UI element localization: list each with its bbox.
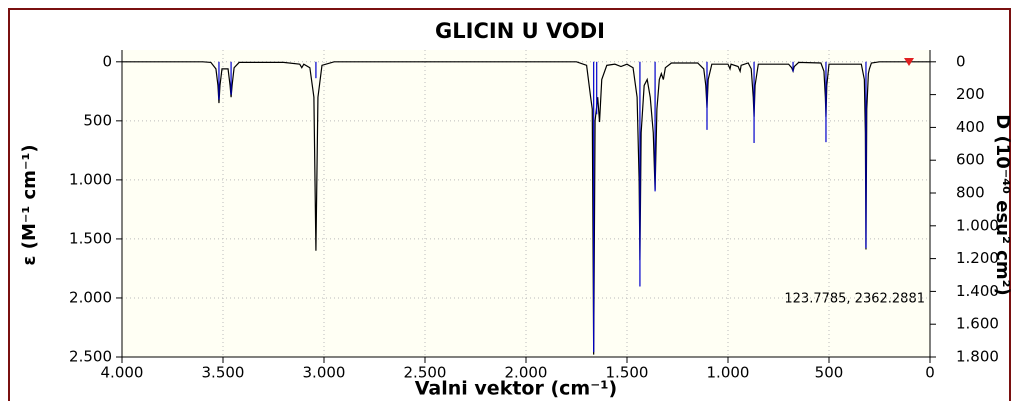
x-tick-label: 2.000 [505, 364, 548, 382]
y2-tick-label: 200 [956, 85, 985, 103]
y2-tick-label: 400 [956, 118, 985, 136]
plot-area [122, 50, 930, 357]
x-tick-label: 1.500 [606, 364, 649, 382]
y2-tick-label: 1.600 [956, 315, 999, 333]
y-tick-label: 0 [102, 52, 112, 70]
y2-tick-label: 1.000 [956, 216, 999, 234]
chart-title: GLICIN U VODI [435, 19, 605, 43]
x-tick-label: 1.000 [707, 364, 750, 382]
y-tick-label: 500 [83, 111, 112, 129]
x-axis-title: Valni vektor (cm⁻¹) [415, 378, 617, 400]
y-tick-label: 1.000 [69, 170, 112, 188]
spectrum-line [122, 61, 930, 355]
y-tick-label: 2.000 [69, 288, 112, 306]
x-tick-label: 0 [925, 364, 935, 382]
x-tick-label: 2.500 [404, 364, 447, 382]
x-tick-label: 3.000 [303, 364, 346, 382]
window-frame [8, 8, 1011, 401]
y-tick-label: 1.500 [69, 229, 112, 247]
y2-tick-label: 800 [956, 184, 985, 202]
y2-tick-label: 1.400 [956, 282, 999, 300]
x-tick-label: 4.000 [101, 364, 144, 382]
y2-tick-label: 600 [956, 151, 985, 169]
cursor-marker [904, 58, 914, 66]
x-tick-label: 500 [815, 364, 844, 382]
y2-tick-label: 1.200 [956, 249, 999, 267]
y-axis-title: ε (M⁻¹ cm⁻¹) [19, 144, 40, 265]
y2-tick-label: 1.800 [956, 348, 999, 366]
y2-axis-title: D (10⁻⁴⁰ esu² cm²) [992, 114, 1013, 295]
plot [121, 50, 931, 358]
cursor-readout: 123.7785, 2362.2881 [784, 292, 925, 307]
x-tick-label: 3.500 [202, 364, 245, 382]
y-tick-label: 2.500 [69, 348, 112, 366]
y2-tick-label: 0 [956, 52, 966, 70]
